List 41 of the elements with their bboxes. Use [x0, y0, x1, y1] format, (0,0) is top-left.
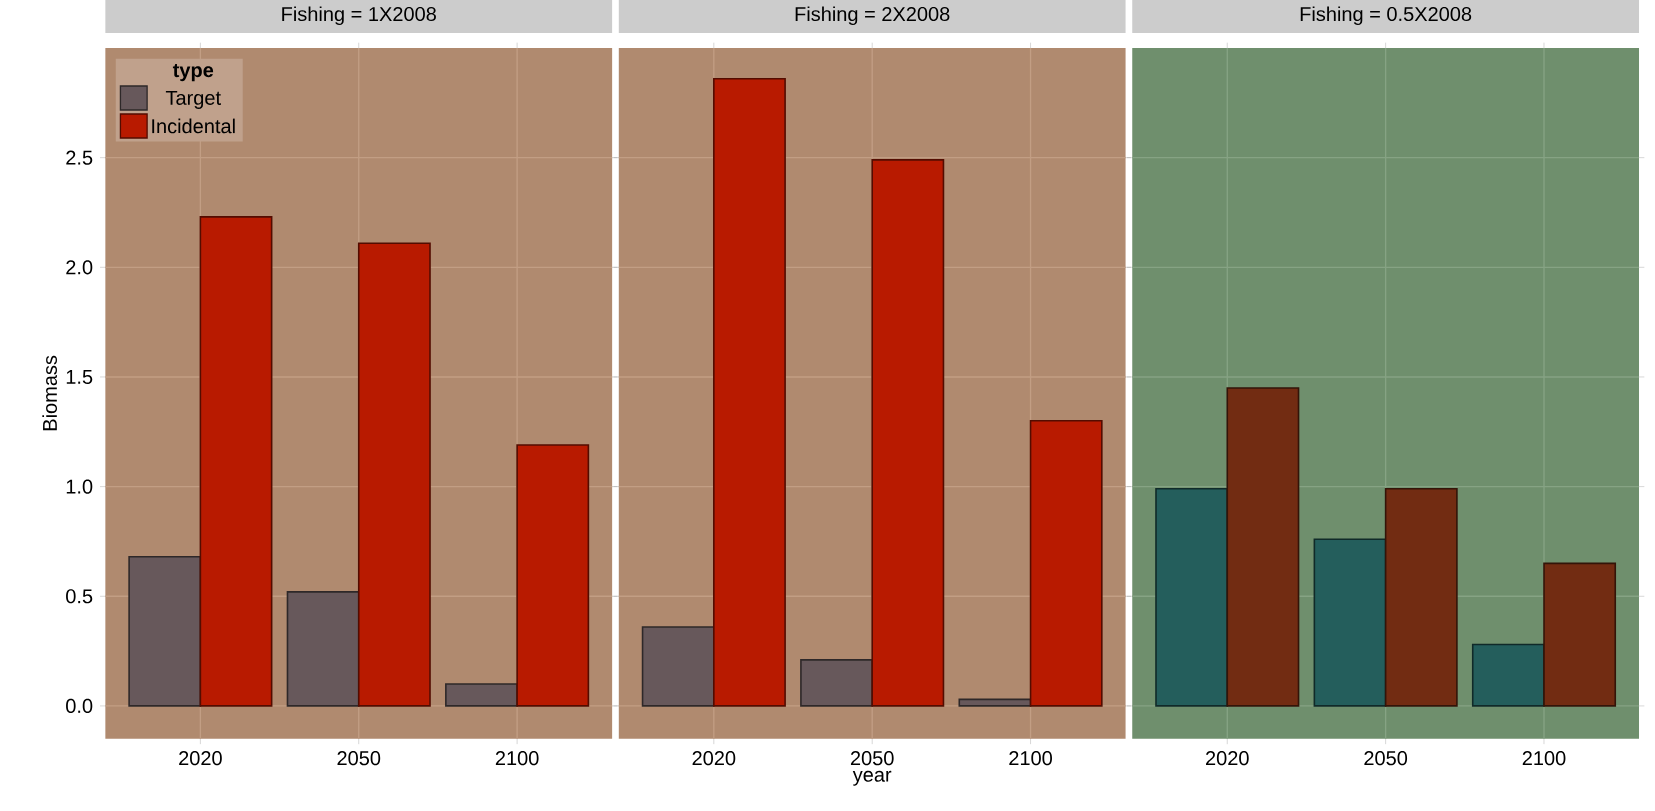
x-tick-label: 2050	[850, 751, 894, 766]
x-tick-label: 2020	[1206, 751, 1249, 766]
x-tick-label: 2100	[1009, 751, 1052, 766]
x-tick-label: 2100	[495, 751, 539, 766]
bar	[128, 556, 202, 707]
x-tick-label: 2050	[337, 751, 381, 766]
x-tick-label: 2050	[1364, 751, 1408, 766]
y-tick-label: 2.5	[66, 150, 93, 165]
x-tick-label: 2100	[1522, 751, 1566, 766]
bar	[641, 626, 715, 707]
bar	[199, 216, 273, 707]
bar	[286, 591, 360, 707]
bar	[357, 242, 431, 707]
bar	[800, 659, 873, 707]
x-tick-label: 2020	[692, 751, 736, 766]
bar	[1155, 488, 1229, 707]
legend-label: Incidental	[152, 118, 235, 134]
bar	[516, 444, 590, 707]
y-axis-title: Biomass	[42, 355, 58, 431]
bar	[958, 698, 1032, 707]
y-tick-label: 1.5	[66, 370, 93, 385]
chart-title: Fishing = 0.5X2008	[1300, 6, 1472, 26]
chart-title: Fishing = 1X2008	[282, 6, 436, 26]
bar	[1313, 538, 1387, 707]
y-tick-label: 1.0	[66, 479, 93, 494]
bar	[1029, 420, 1103, 707]
legend-label: Target	[165, 91, 221, 109]
y-tick-label: 0.5	[66, 589, 93, 604]
bar	[1543, 562, 1617, 707]
bar	[1384, 488, 1458, 707]
legend-title: type	[172, 64, 214, 82]
chart-title: Fishing = 2X2008	[795, 6, 950, 26]
bar	[871, 159, 945, 707]
bar	[713, 77, 786, 707]
x-tick-label: 2020	[179, 751, 222, 766]
bar	[445, 683, 518, 707]
x-axis-title: year	[852, 770, 892, 786]
y-tick-label: 0.0	[66, 698, 93, 714]
y-tick-label: 2.0	[66, 260, 93, 275]
bar	[1226, 387, 1300, 707]
bar	[1471, 643, 1545, 707]
